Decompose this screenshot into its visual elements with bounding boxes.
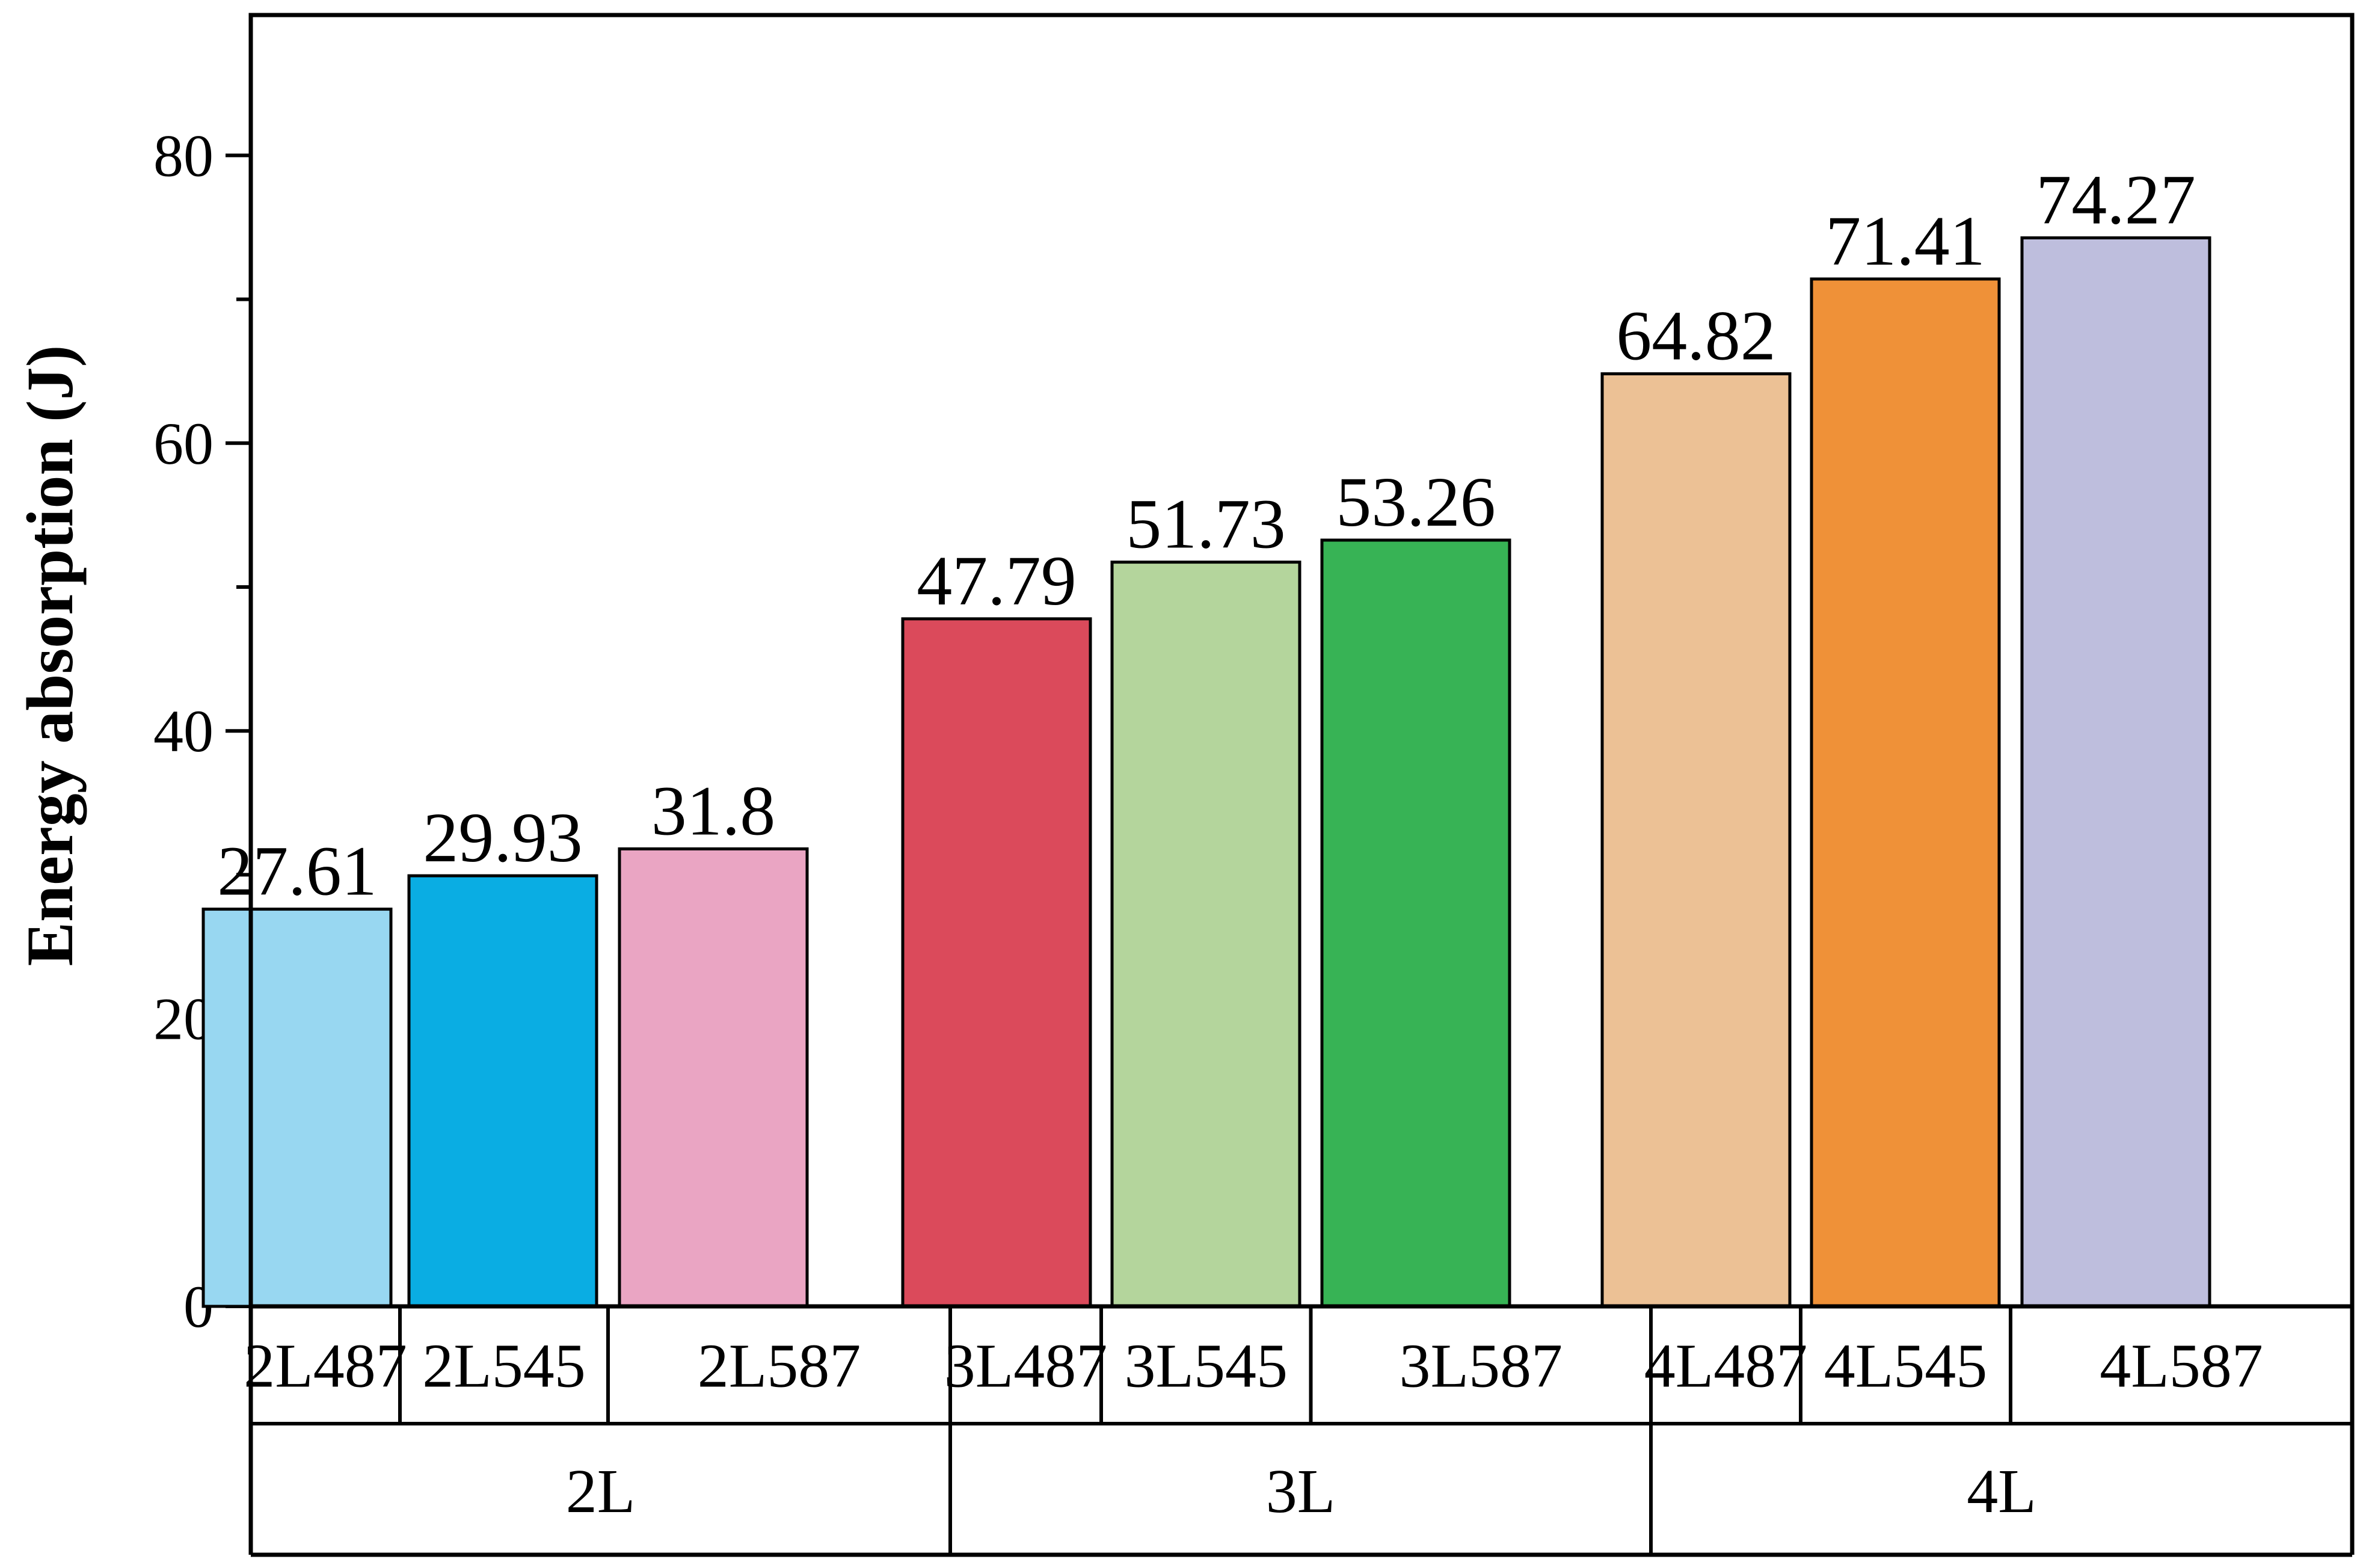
bar-4L587: [2020, 236, 2211, 1308]
bar-2L487: [201, 908, 393, 1308]
group-label: 3L: [1266, 1457, 1336, 1526]
y-tick-label: 80: [153, 122, 214, 189]
value-label-4L587: 74.27: [2036, 160, 2196, 239]
value-label-3L487: 47.79: [917, 541, 1077, 620]
group-label: 2L: [566, 1457, 636, 1526]
bars: [201, 236, 2211, 1308]
category-label: 4L545: [1824, 1332, 1988, 1401]
category-label: 4L587: [2100, 1332, 2263, 1401]
y-axis-title: Energy absorption (J): [13, 345, 87, 967]
category-label: 3L487: [944, 1332, 1108, 1401]
value-label-2L487: 27.61: [217, 832, 377, 911]
category-label: 2L545: [422, 1332, 586, 1401]
value-label-2L545: 29.93: [423, 798, 583, 877]
value-label-3L545: 51.73: [1126, 485, 1286, 564]
value-label-2L587: 31.8: [651, 771, 776, 850]
category-label: 3L545: [1124, 1332, 1288, 1401]
bar-4L487: [1600, 372, 1792, 1308]
bar-3L587: [1320, 538, 1511, 1308]
bar-2L545: [407, 874, 598, 1308]
category-label: 2L487: [244, 1332, 407, 1401]
bar-3L487: [901, 617, 1092, 1308]
value-labels: 27.61 29.93 31.8 47.79 51.73 53.26 64.82 71.41 7…: [217, 160, 2196, 910]
category-label: 4L487: [1644, 1332, 1808, 1401]
value-label-3L587: 53.26: [1336, 463, 1496, 541]
bar-3L545: [1110, 561, 1301, 1308]
value-label-4L545: 71.41: [1825, 201, 1985, 280]
bar-4L545: [1810, 277, 2001, 1308]
group-label: 4L: [1967, 1457, 2036, 1526]
y-tick-label: 40: [153, 698, 214, 764]
category-label: 3L587: [1399, 1332, 1563, 1401]
bar-2L587: [618, 847, 809, 1308]
category-label: 2L587: [698, 1332, 861, 1401]
y-tick-label: 60: [153, 410, 214, 477]
value-label-4L487: 64.82: [1616, 297, 1776, 375]
plot-frame: [248, 13, 2355, 1309]
